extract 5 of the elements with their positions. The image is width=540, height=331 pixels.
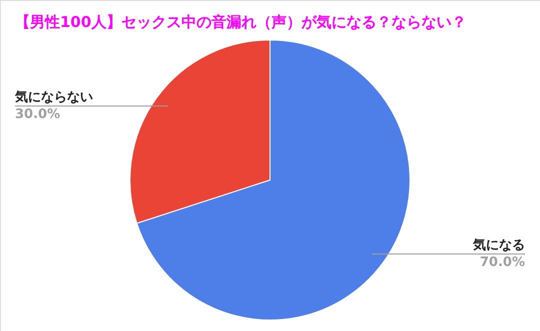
data-label: 30.0%	[15, 106, 60, 122]
chart-title: 【男性100人】セックス中の音漏れ（声）が気になる？ならない？	[15, 13, 466, 31]
slice-label: 気にならない	[14, 90, 93, 105]
slice-label: 気になる	[472, 238, 525, 254]
data-label: 70.0%	[480, 255, 525, 270]
